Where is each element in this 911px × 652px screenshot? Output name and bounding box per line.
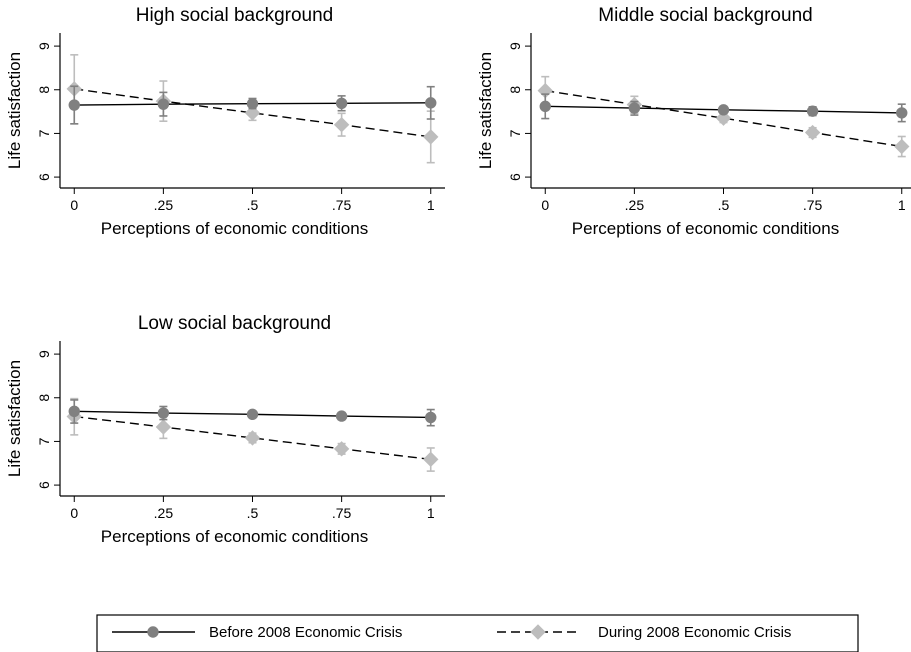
- legend: Before 2008 Economic Crisis During 2008 E…: [96, 614, 859, 652]
- y-tick-label: 8: [507, 86, 523, 94]
- y-tick-label: 7: [507, 129, 523, 137]
- legend-marker: [530, 624, 546, 640]
- legend-item-during-crisis: During 2008 Economic Crisis: [497, 624, 791, 641]
- x-axis-title: Perceptions of economic conditions: [572, 219, 839, 238]
- x-tick-label: .25: [154, 197, 174, 213]
- y-tick-label: 7: [36, 129, 52, 137]
- data-point: [539, 100, 551, 113]
- x-tick-label: 0: [70, 197, 78, 213]
- data-point: [423, 451, 439, 468]
- x-tick-label: .25: [625, 197, 645, 213]
- x-tick-label: .5: [247, 505, 259, 521]
- panel-title: High social background: [136, 5, 334, 26]
- legend-item-before-crisis: Before 2008 Economic Crisis: [112, 624, 402, 641]
- x-axis-title: Perceptions of economic conditions: [101, 527, 368, 546]
- x-tick-label: .75: [332, 197, 352, 213]
- x-tick-label: 1: [427, 505, 435, 521]
- data-point: [157, 98, 170, 110]
- x-tick-label: .5: [247, 197, 259, 213]
- data-point: [628, 102, 641, 114]
- data-point: [806, 105, 819, 117]
- x-tick-label: 1: [898, 197, 906, 213]
- legend-box: [96, 614, 859, 652]
- data-point: [423, 129, 439, 145]
- data-point: [157, 407, 170, 419]
- data-point: [155, 419, 172, 435]
- data-point: [335, 97, 348, 109]
- data-point: [244, 105, 261, 121]
- panel-title: Middle social background: [598, 5, 812, 26]
- data-point: [717, 104, 730, 116]
- y-axis-title: Life satisfaction: [5, 52, 24, 169]
- data-point: [246, 408, 259, 421]
- panel-3: Low social background 6 7 8 9 0 .25 .5 .75 1 Perce…: [5, 313, 445, 546]
- y-tick-label: 9: [36, 42, 52, 50]
- data-point: [333, 116, 350, 133]
- data-point: [894, 138, 910, 155]
- legend-label: Before 2008 Economic Crisis: [209, 624, 402, 641]
- x-tick-label: 0: [541, 197, 549, 213]
- data-point: [804, 124, 821, 141]
- series-line: [74, 415, 431, 461]
- panel-title: Low social background: [138, 313, 331, 334]
- data-point: [335, 410, 348, 422]
- series-before-crisis: [68, 85, 437, 125]
- x-axis-title: Perceptions of economic conditions: [101, 219, 368, 238]
- series-line: [74, 88, 431, 138]
- y-axis-title: Life satisfaction: [5, 360, 24, 477]
- legend-marker: [147, 626, 159, 638]
- panel-1: High social background 6 7 8 9 0 .25 .5 .75 1 Perc…: [5, 5, 445, 238]
- series-line: [545, 89, 902, 148]
- y-tick-label: 7: [36, 437, 52, 445]
- data-point: [425, 97, 437, 109]
- series-during-crisis: [537, 75, 910, 158]
- y-tick-label: 6: [507, 173, 523, 181]
- y-tick-label: 6: [36, 173, 52, 181]
- y-tick-label: 8: [36, 394, 52, 402]
- x-tick-label: 1: [427, 197, 435, 213]
- data-point: [896, 107, 908, 119]
- y-tick-label: 6: [36, 481, 52, 489]
- x-tick-label: .5: [718, 197, 730, 213]
- data-point: [244, 430, 261, 446]
- legend-label: During 2008 Economic Crisis: [598, 624, 791, 641]
- data-point: [68, 99, 80, 111]
- series-before-crisis: [68, 399, 437, 427]
- panel-2: Middle social background 6 7 8 9 0 .25 .5 .75 1 Pe…: [476, 5, 911, 238]
- y-tick-label: 9: [507, 42, 523, 50]
- x-tick-label: .25: [154, 505, 174, 521]
- series-before-crisis: [539, 93, 908, 123]
- y-axis-title: Life satisfaction: [476, 52, 495, 169]
- data-point: [333, 441, 350, 457]
- x-tick-label: 0: [70, 505, 78, 521]
- data-point: [425, 411, 437, 424]
- data-point: [715, 110, 732, 126]
- data-point: [68, 405, 80, 417]
- y-tick-label: 8: [36, 86, 52, 94]
- x-tick-label: .75: [803, 197, 823, 213]
- data-point: [246, 98, 259, 110]
- x-tick-label: .75: [332, 505, 352, 521]
- y-tick-label: 9: [36, 350, 52, 358]
